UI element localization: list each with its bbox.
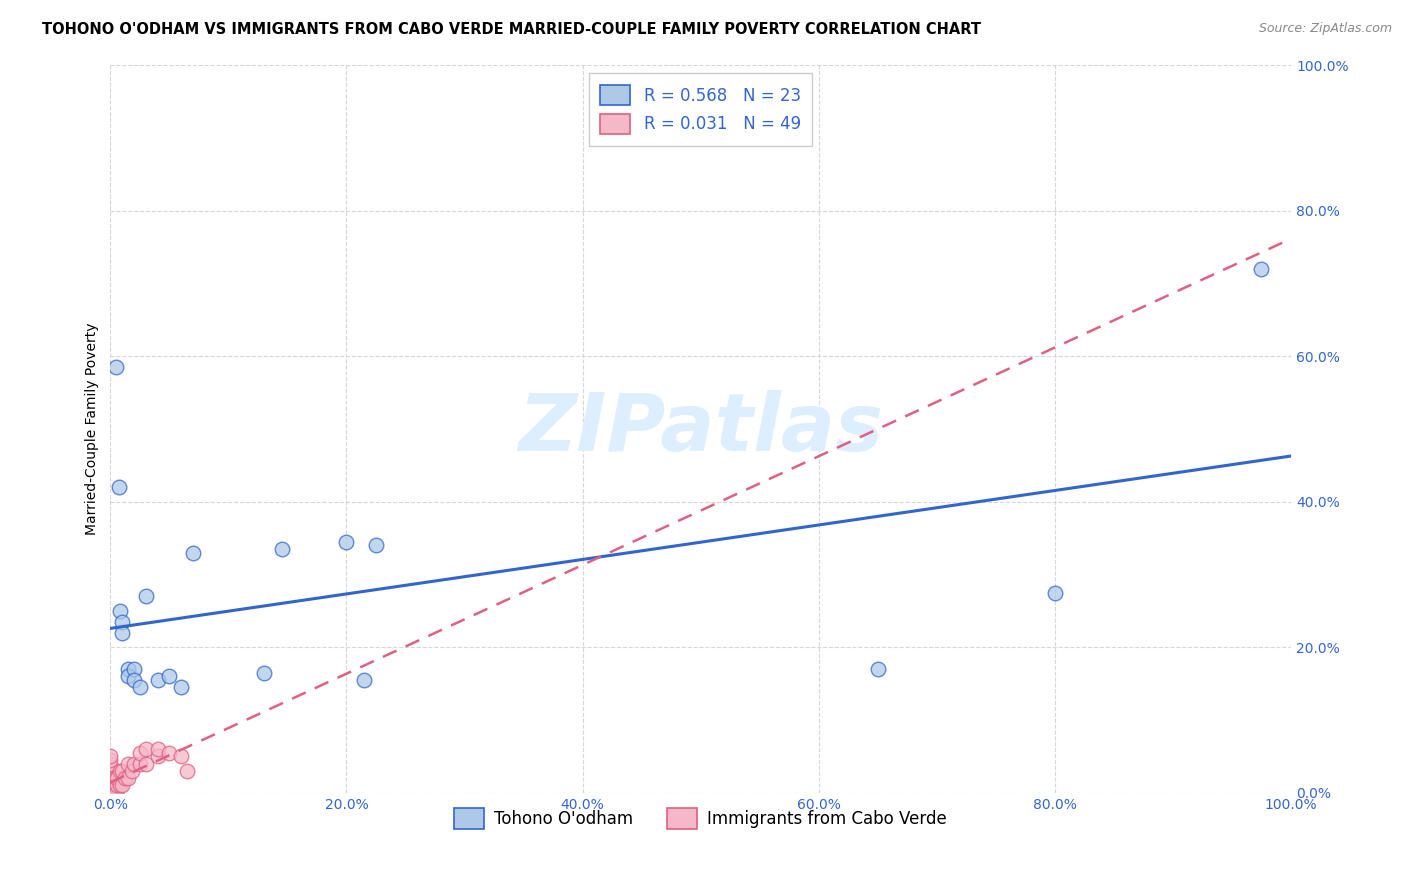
- Text: Source: ZipAtlas.com: Source: ZipAtlas.com: [1258, 22, 1392, 36]
- Point: [364, 538, 387, 552]
- Point: [100, 756, 122, 771]
- Point: [122, 673, 145, 687]
- Point: [135, 756, 157, 771]
- Point: [107, 778, 129, 792]
- Point: [104, 778, 127, 792]
- Point: [100, 782, 122, 797]
- Point: [108, 764, 131, 778]
- Point: [105, 359, 128, 374]
- Point: [170, 749, 193, 764]
- Point: [100, 753, 122, 767]
- Point: [176, 764, 198, 778]
- Point: [100, 786, 122, 800]
- Point: [157, 746, 180, 760]
- Point: [146, 749, 169, 764]
- Point: [100, 786, 122, 800]
- Point: [100, 786, 122, 800]
- Point: [111, 764, 134, 778]
- Point: [122, 662, 145, 676]
- Point: [335, 534, 357, 549]
- Point: [117, 662, 139, 676]
- Point: [105, 786, 128, 800]
- Point: [129, 756, 152, 771]
- Point: [270, 541, 292, 556]
- Point: [1250, 261, 1272, 276]
- Text: TOHONO O'ODHAM VS IMMIGRANTS FROM CABO VERDE MARRIED-COUPLE FAMILY POVERTY CORRE: TOHONO O'ODHAM VS IMMIGRANTS FROM CABO V…: [42, 22, 981, 37]
- Point: [100, 786, 122, 800]
- Point: [146, 673, 169, 687]
- Point: [100, 760, 122, 774]
- Point: [135, 742, 157, 756]
- Point: [1043, 585, 1066, 599]
- Point: [100, 778, 122, 792]
- Point: [181, 545, 204, 559]
- Point: [100, 786, 122, 800]
- Point: [100, 786, 122, 800]
- Point: [103, 778, 125, 792]
- Point: [100, 774, 122, 789]
- Point: [353, 673, 375, 687]
- Point: [170, 680, 193, 694]
- Point: [100, 778, 122, 792]
- Point: [100, 786, 122, 800]
- Text: ZIPatlas: ZIPatlas: [517, 390, 883, 468]
- Point: [100, 771, 122, 785]
- Point: [103, 771, 125, 785]
- Point: [105, 771, 128, 785]
- Point: [100, 774, 122, 789]
- Point: [108, 778, 131, 792]
- Point: [100, 782, 122, 797]
- Point: [100, 764, 122, 778]
- Point: [108, 604, 131, 618]
- Point: [129, 680, 152, 694]
- Point: [111, 778, 134, 792]
- Point: [111, 625, 134, 640]
- Point: [100, 749, 122, 764]
- Point: [111, 615, 134, 629]
- Point: [253, 665, 276, 680]
- Point: [107, 480, 129, 494]
- Point: [117, 756, 139, 771]
- Point: [114, 771, 136, 785]
- Point: [103, 786, 125, 800]
- Point: [104, 786, 127, 800]
- Legend: Tohono O'odham, Immigrants from Cabo Verde: Tohono O'odham, Immigrants from Cabo Ver…: [447, 802, 953, 835]
- Point: [157, 669, 180, 683]
- Point: [129, 746, 152, 760]
- Point: [107, 771, 129, 785]
- Point: [866, 662, 889, 676]
- Point: [121, 764, 143, 778]
- Point: [117, 771, 139, 785]
- Y-axis label: Married-Couple Family Poverty: Married-Couple Family Poverty: [86, 323, 100, 535]
- Point: [100, 778, 122, 792]
- Point: [117, 669, 139, 683]
- Point: [122, 756, 145, 771]
- Point: [100, 782, 122, 797]
- Point: [135, 589, 157, 603]
- Point: [146, 742, 169, 756]
- Point: [100, 767, 122, 781]
